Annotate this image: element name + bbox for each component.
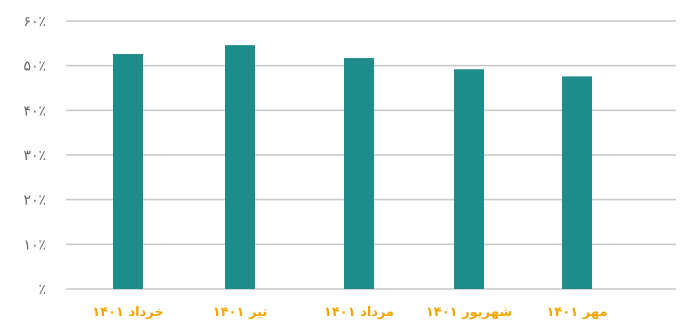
x-tick-label: شهریور ۱۴۰۱ [426,305,512,320]
y-tick-label: ۱۰٪ [23,237,46,253]
x-tick-label: خرداد ۱۴۰۱ [92,305,164,320]
bar [225,45,255,290]
y-tick-label: ٪ [38,282,46,298]
y-axis-ticks: ٪ ۱۰٪ ۲۰٪ ۳۰٪ ۴۰٪ ۵۰٪ ۶۰٪ [23,14,46,298]
bar [562,76,592,290]
x-tick-label: تیر ۱۴۰۱ [213,305,268,320]
bars [113,45,592,290]
y-tick-label: ۵۰٪ [23,59,46,75]
y-tick-label: ۴۰٪ [23,103,46,119]
bar [454,69,484,290]
x-tick-label: مهر ۱۴۰۱ [547,305,608,320]
y-tick-label: ۶۰٪ [23,14,46,30]
y-tick-label: ۲۰٪ [23,193,46,209]
x-axis-ticks: خرداد ۱۴۰۱ تیر ۱۴۰۱ مرداد ۱۴۰۱ شهریور ۱۴۰۱ م… [92,305,607,320]
y-tick-label: ۳۰٪ [23,148,46,164]
bar [344,58,374,289]
x-tick-label: مرداد ۱۴۰۱ [324,305,394,320]
bar [113,54,143,290]
